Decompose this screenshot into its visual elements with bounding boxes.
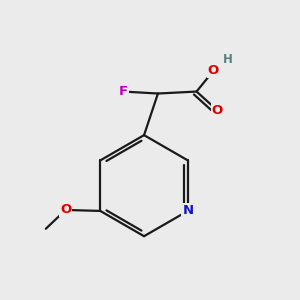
Text: O: O [60,203,71,216]
Text: H: H [223,53,233,66]
Text: N: N [182,204,194,218]
Text: O: O [212,104,223,117]
Text: O: O [208,64,219,77]
Text: F: F [119,85,128,98]
